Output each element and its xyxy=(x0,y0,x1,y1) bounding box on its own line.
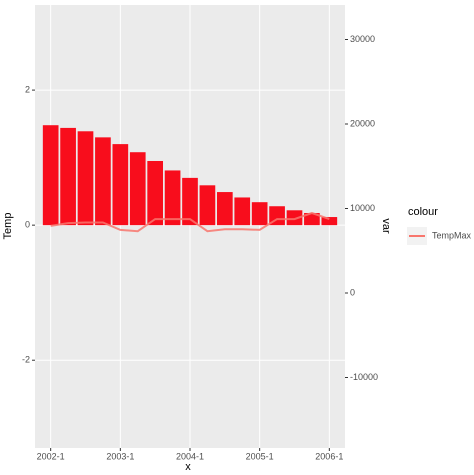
bar xyxy=(234,197,251,226)
y-axis-title: Temp xyxy=(2,213,14,240)
bar xyxy=(251,202,268,226)
y-tick-label: 2 xyxy=(25,84,30,94)
legend-label: TempMax xyxy=(432,230,472,240)
y-tick-label: -2 xyxy=(22,355,30,365)
y2-axis-title: var xyxy=(380,218,392,234)
bar xyxy=(216,192,233,226)
bar xyxy=(77,131,94,226)
y2-tick-label: 10000 xyxy=(350,203,375,213)
bar xyxy=(164,170,181,226)
bar xyxy=(286,210,303,226)
bar xyxy=(199,185,216,226)
bar xyxy=(147,160,164,226)
x-tick-label: 2005-1 xyxy=(246,451,274,461)
bar xyxy=(129,152,146,226)
x-axis-title: x xyxy=(185,461,191,473)
y-tick-label: 0 xyxy=(25,220,30,230)
x-tick-label: 2006-1 xyxy=(315,451,343,461)
bar xyxy=(182,177,198,226)
line xyxy=(50,211,330,233)
x-tick-label: 2004-1 xyxy=(176,451,204,461)
plot: -2 0 2 -10000 0 10000 20000 30000 2002-1 2003-1 20… xyxy=(22,5,472,461)
bar xyxy=(60,127,76,226)
bar xyxy=(304,212,320,226)
bar xyxy=(42,125,59,226)
y2-tick-label: 20000 xyxy=(350,118,375,128)
bar xyxy=(321,217,338,226)
bar xyxy=(95,137,111,226)
bar xyxy=(112,144,129,226)
x-tick-label: 2002-1 xyxy=(37,451,65,461)
y2-tick-label: 30000 xyxy=(350,34,375,44)
y2-tick-label: -10000 xyxy=(350,372,378,382)
y2-tick-label: 0 xyxy=(350,287,355,297)
legend-title: colour xyxy=(408,206,438,218)
x-tick-label: 2003-1 xyxy=(106,451,134,461)
